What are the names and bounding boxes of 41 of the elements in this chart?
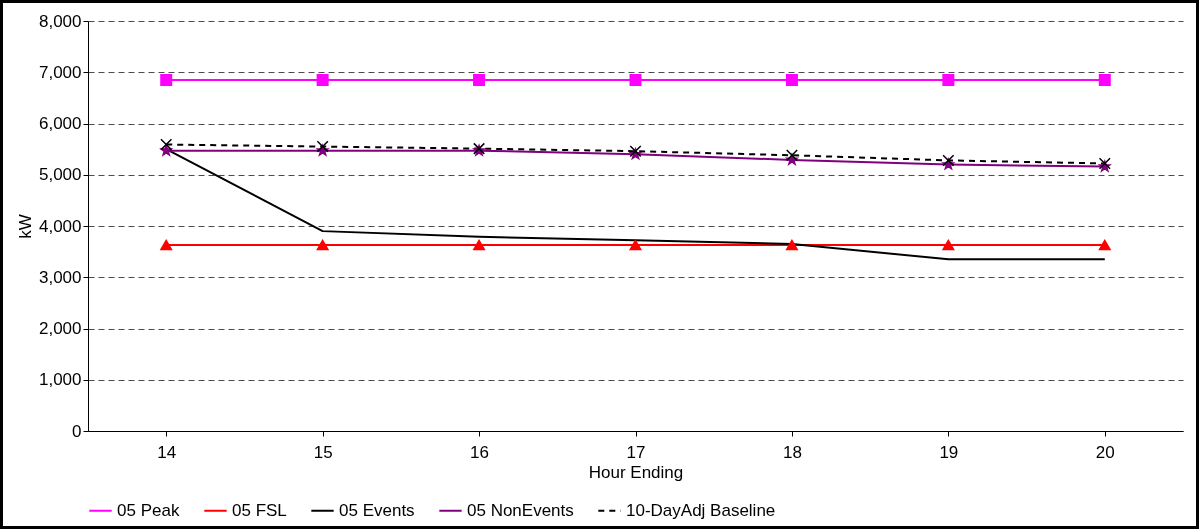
point <box>160 239 173 251</box>
point <box>160 138 173 151</box>
x-tick-label: 17 <box>626 442 646 462</box>
x-tick-label: 20 <box>1095 442 1115 462</box>
y-tick-label: 1,000 <box>38 370 82 390</box>
point <box>316 73 329 86</box>
x-tick-label: 18 <box>782 442 802 462</box>
point <box>629 73 642 86</box>
x-tick-label: 15 <box>313 442 333 462</box>
y-axis-title: kW <box>15 214 35 239</box>
y-tick-label: 0 <box>72 421 82 441</box>
y-tick-label: 7,000 <box>38 62 82 82</box>
y-tick-label: 5,000 <box>38 165 82 185</box>
x-tick-label: 19 <box>939 442 959 462</box>
point <box>316 140 329 153</box>
legend-label: 05 Peak <box>117 500 180 520</box>
point <box>785 239 798 251</box>
y-tick-label: 4,000 <box>38 216 82 236</box>
point <box>473 73 486 86</box>
point <box>942 73 955 86</box>
point <box>785 149 798 162</box>
point <box>473 239 486 251</box>
point <box>629 239 642 251</box>
legend-label: 05 NonEvents <box>467 500 574 520</box>
y-tick-label: 6,000 <box>38 114 82 133</box>
point <box>942 239 955 251</box>
y-tick-label: 2,000 <box>38 319 82 338</box>
y-tick-label: 8,000 <box>38 11 82 31</box>
point <box>942 154 955 167</box>
x-tick-label: 14 <box>157 442 177 462</box>
point <box>1098 73 1111 86</box>
legend-label: 05 FSL <box>232 500 287 520</box>
point <box>316 239 329 251</box>
legend-label: 10-DayAdj Baseline <box>626 500 776 520</box>
point <box>785 73 798 86</box>
y-tick-label: 3,000 <box>38 267 82 287</box>
x-tick-label: 16 <box>470 442 490 462</box>
x-axis-title: Hour Ending <box>588 462 684 482</box>
legend-label: 05 Events <box>339 500 415 520</box>
point <box>1098 239 1111 251</box>
point <box>160 73 173 86</box>
